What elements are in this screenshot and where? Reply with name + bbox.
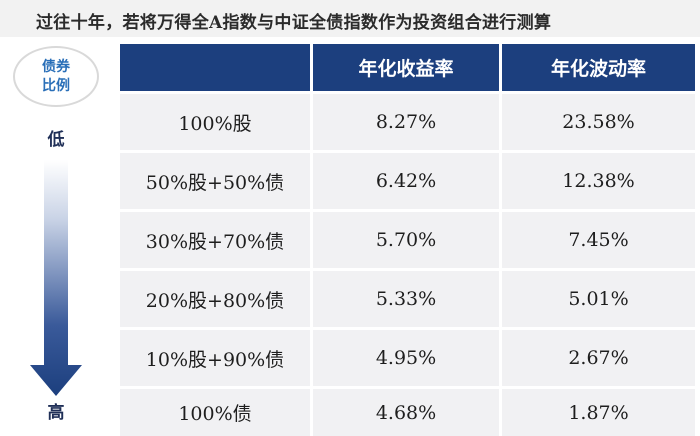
table-row: 20%股+80%债 5.33% 5.01% [120, 271, 695, 327]
volatility-cell: 2.67% [502, 330, 695, 386]
scale-high-label: 高 [47, 403, 65, 423]
down-arrow-icon [30, 160, 82, 396]
portfolio-cell: 30%股+70%债 [120, 212, 310, 268]
volatility-cell: 1.87% [502, 389, 695, 436]
return-cell: 6.42% [313, 153, 499, 209]
title-bar: 过往十年，若将万得全A指数与中证全债指数作为投资组合进行测算 [0, 0, 700, 37]
portfolio-cell: 50%股+50%债 [120, 153, 310, 209]
volatility-cell: 7.45% [502, 212, 695, 268]
bond-ratio-label-line1: 债券 [42, 58, 70, 75]
return-cell: 8.27% [313, 94, 499, 150]
portfolio-cell: 100%债 [120, 389, 310, 436]
page-title: 过往十年，若将万得全A指数与中证全债指数作为投资组合进行测算 [36, 13, 552, 33]
return-cell: 5.70% [313, 212, 499, 268]
table-row: 100%债 4.68% 1.87% [120, 389, 695, 436]
table-row: 100%股 8.27% 23.58% [120, 94, 695, 150]
volatility-cell: 23.58% [502, 94, 695, 150]
return-cell: 4.95% [313, 330, 499, 386]
scale-low-label: 低 [47, 130, 65, 150]
volatility-cell: 5.01% [502, 271, 695, 327]
header-cell-annual-volatility: 年化波动率 [502, 44, 695, 91]
portfolio-cell: 20%股+80%债 [120, 271, 310, 327]
return-cell: 4.68% [313, 389, 499, 436]
table-header-row: 年化收益率 年化波动率 [120, 44, 695, 91]
bond-ratio-label-line2: 比例 [42, 77, 70, 94]
table-row: 10%股+90%债 4.95% 2.67% [120, 330, 695, 386]
bond-ratio-badge: 债券 比例 [13, 46, 99, 107]
portfolio-cell: 100%股 [120, 94, 310, 150]
header-cell-annual-return: 年化收益率 [313, 44, 499, 91]
volatility-cell: 12.38% [502, 153, 695, 209]
table-row: 50%股+50%债 6.42% 12.38% [120, 153, 695, 209]
portfolio-cell: 10%股+90%债 [120, 330, 310, 386]
return-cell: 5.33% [313, 271, 499, 327]
header-cell-portfolio [120, 44, 310, 91]
table-row: 30%股+70%债 5.70% 7.45% [120, 212, 695, 268]
